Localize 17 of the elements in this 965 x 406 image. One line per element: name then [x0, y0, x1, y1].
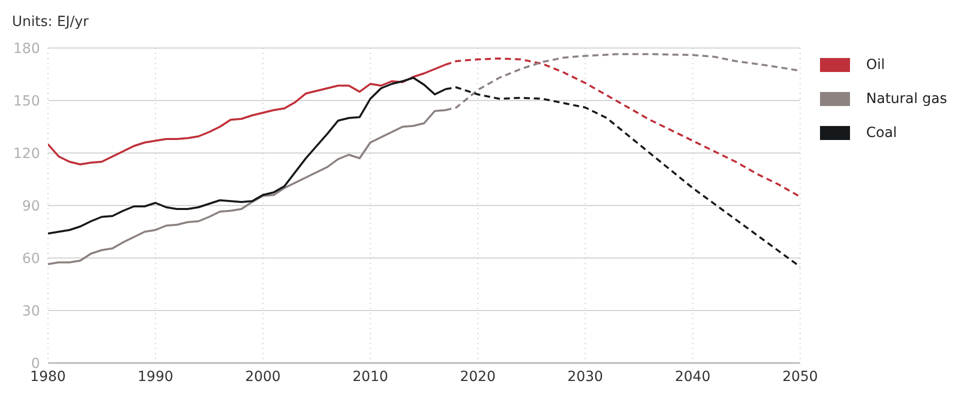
legend-label: Coal — [866, 125, 897, 141]
x-tick-label: 2030 — [567, 368, 604, 385]
x-tick-label: 1990 — [138, 368, 174, 385]
x-tick-label: 2010 — [352, 368, 388, 385]
y-tick-label: 180 — [13, 40, 40, 57]
legend-label: Oil — [866, 57, 885, 73]
y-tick-label: 150 — [13, 93, 40, 110]
x-tick-label: 2000 — [245, 368, 281, 385]
y-tick-label: 120 — [13, 146, 40, 162]
y-tick-label: 30 — [22, 303, 40, 320]
y-tick-label: 90 — [22, 198, 40, 214]
x-tick-label: 2050 — [782, 368, 818, 385]
x-tick-label: 2040 — [674, 368, 711, 385]
x-tick-label: 2020 — [460, 368, 496, 385]
legend-label: Natural gas — [866, 91, 947, 107]
y-axis-title: Units: EJ/yr — [12, 14, 89, 30]
y-tick-label: 60 — [22, 250, 40, 267]
